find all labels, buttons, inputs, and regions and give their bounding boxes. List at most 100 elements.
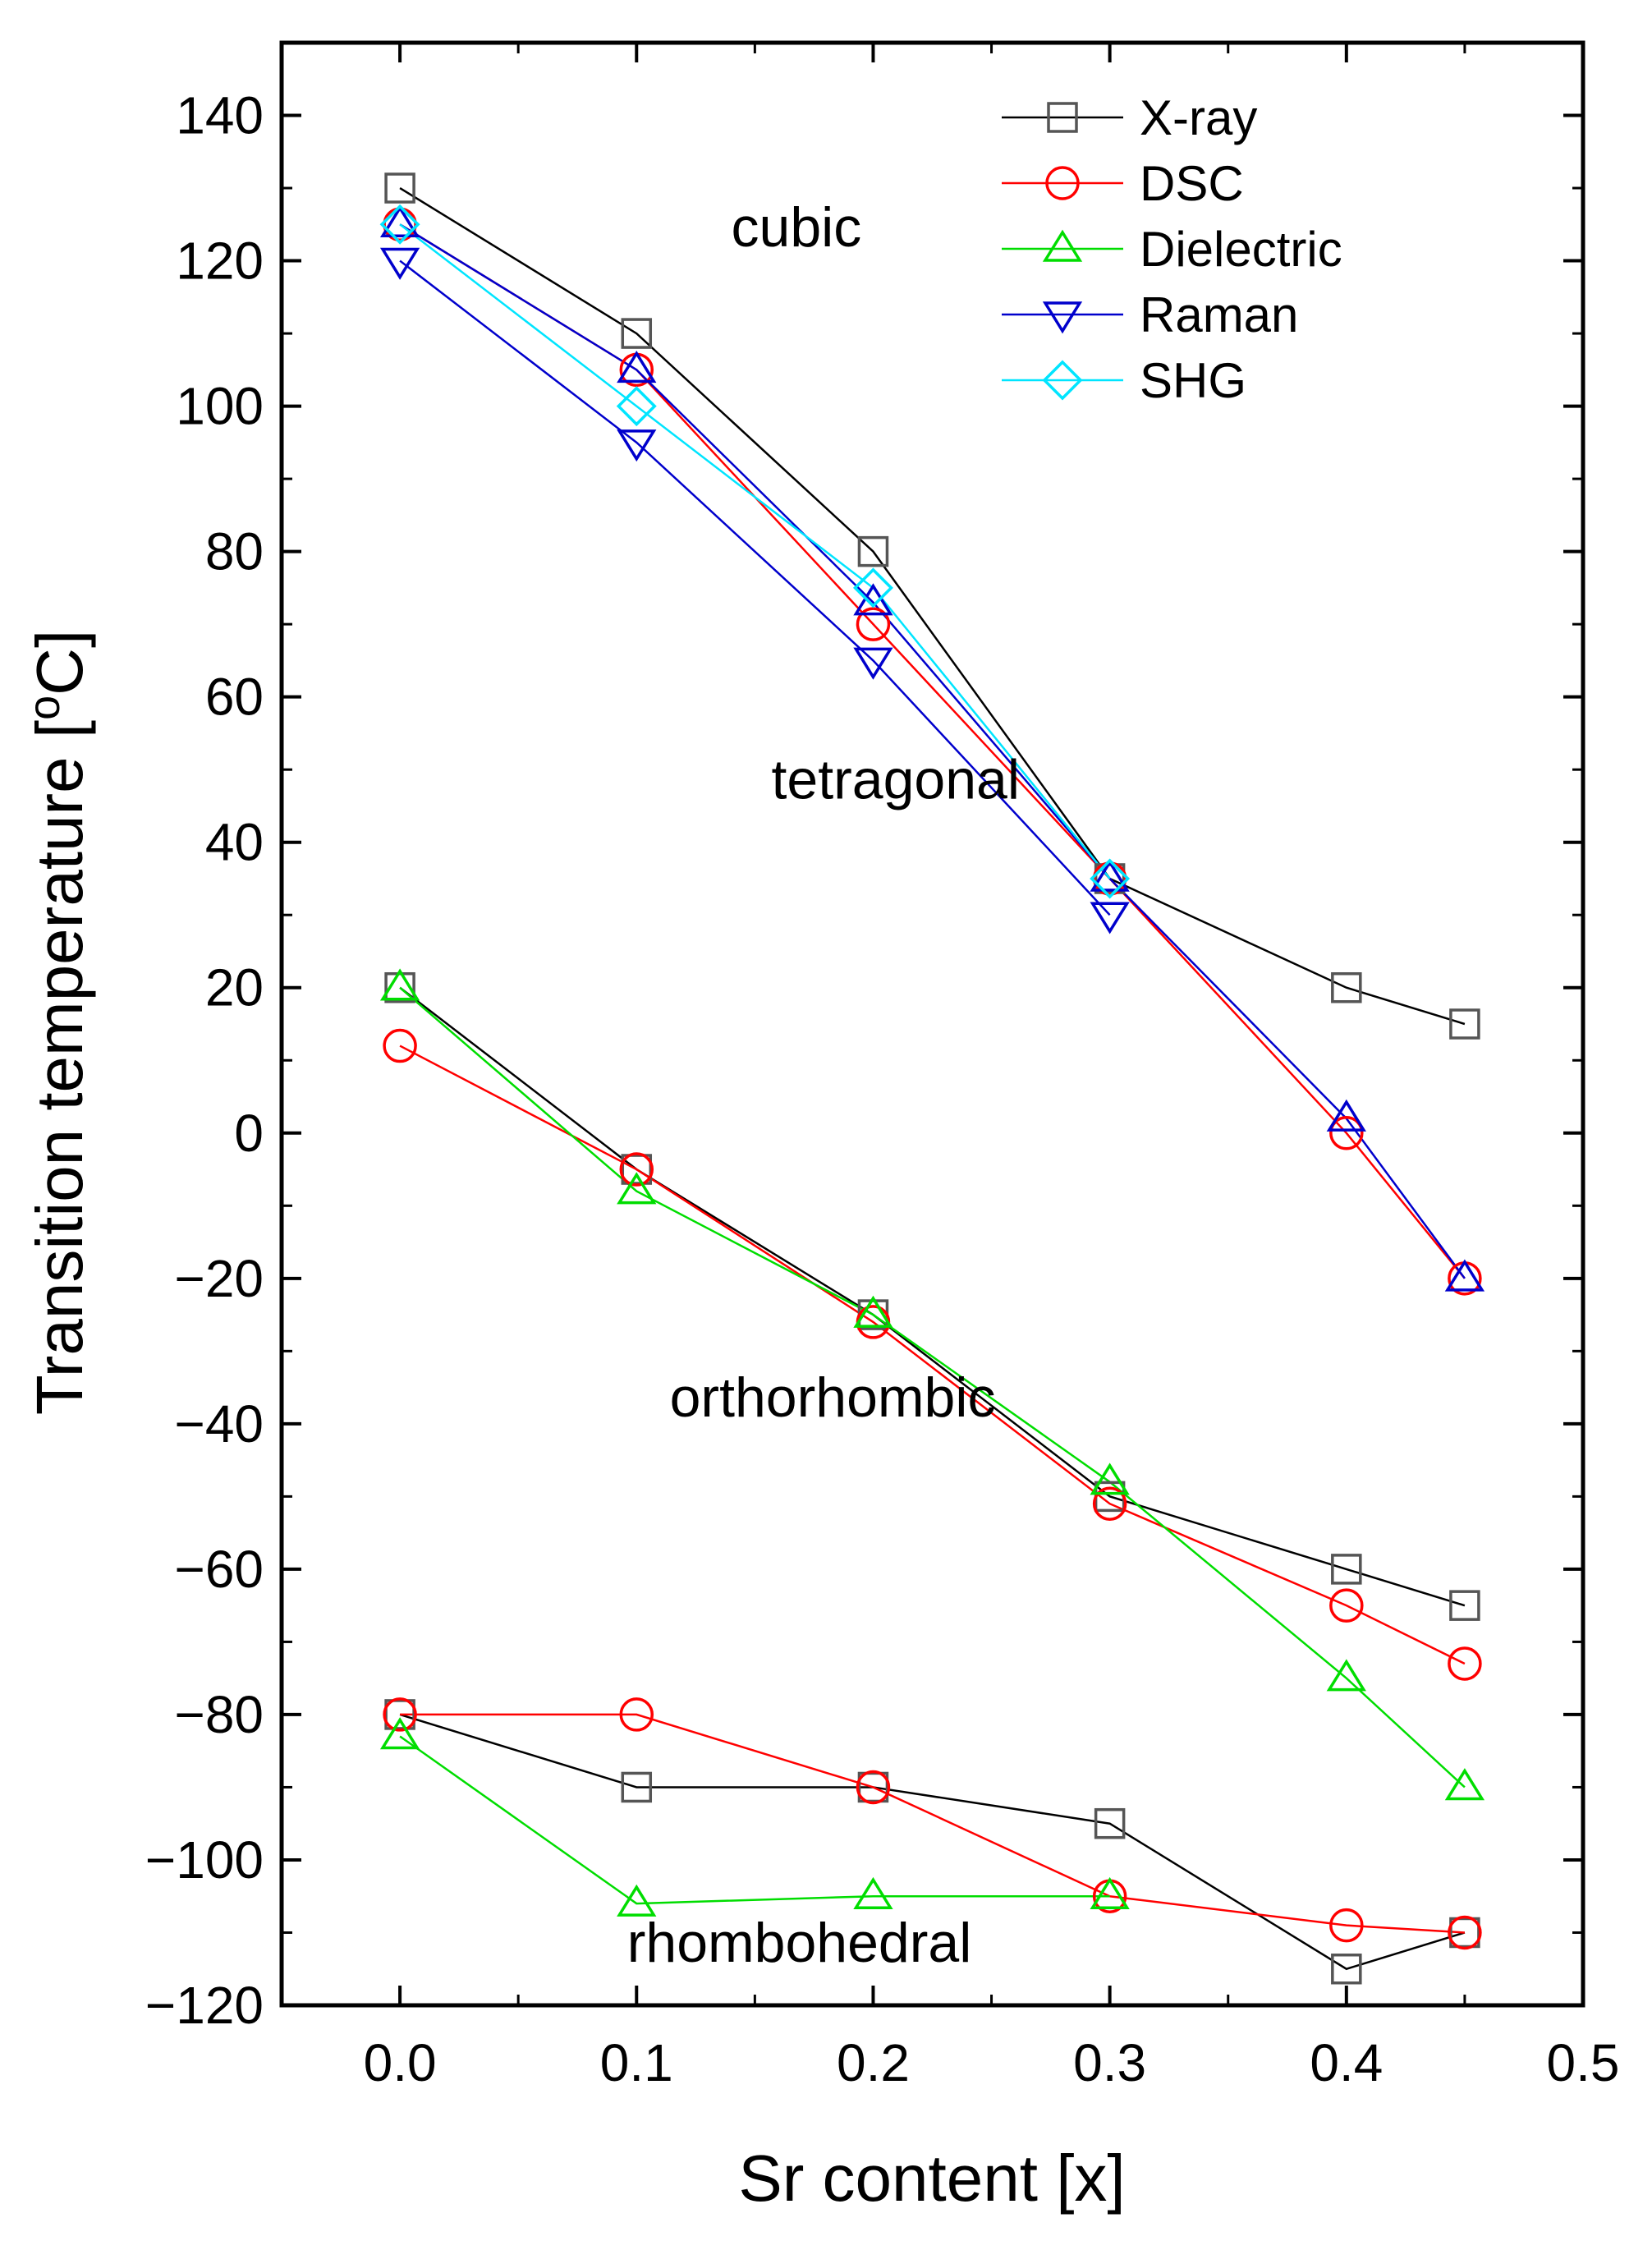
data-point-x-ray-1-6 (1449, 1008, 1480, 1040)
legend-marker-x-ray (1047, 102, 1078, 133)
legend-label-shg: SHG (1140, 353, 1246, 408)
y-axis-ticks: −120 −100 −80 −60 −40 −20 0 20 40 60 80 100 120 140 (145, 86, 1583, 2035)
data-point-shg-1-4 (1090, 858, 1131, 899)
data-point-dielectric-1-3 (853, 1295, 893, 1328)
data-point-dsc-2-2 (619, 1152, 654, 1187)
data-point-raman-2-4 (1090, 859, 1130, 892)
y-tick-label: 0 (234, 1104, 264, 1163)
data-point-raman-2-3 (853, 583, 893, 616)
region-labels: cubic tetragonal orthorhombic rhombohedral (627, 196, 1020, 1974)
data-point-dsc-2-6 (1448, 1646, 1482, 1681)
data-point-x-ray-3-3 (857, 1771, 889, 1803)
data-point-dsc-3-1 (383, 1697, 417, 1732)
data-point-raman-2-2 (617, 351, 657, 383)
y-tick-label: 80 (205, 522, 264, 581)
series-line-x-ray-2 (399, 986, 1466, 1607)
x-tick-label: 0.3 (1073, 2033, 1146, 2092)
data-point-shg-1-1 (379, 204, 420, 245)
x-axis-ticks: 0.0 0.1 0.2 0.3 0.4 0.5 (364, 43, 1619, 2092)
data-point-x-ray-3-6 (1449, 1917, 1480, 1949)
data-point-raman-1-4 (1090, 902, 1130, 934)
data-point-raman-1-3 (853, 647, 893, 680)
y-tick-label: −120 (145, 1976, 264, 2035)
data-point-dsc-2-5 (1329, 1588, 1364, 1623)
series-line-dielectric-1 (399, 986, 1466, 1789)
legend-marker-dielectric (1042, 229, 1083, 262)
y-axis-title-degree: o (20, 696, 69, 720)
data-point-dielectric-1-4 (1090, 1462, 1130, 1495)
series-line-raman-2 (399, 223, 1466, 1279)
y-tick-label: 100 (176, 377, 264, 436)
series-line-shg-1 (399, 223, 1111, 879)
x-tick-label: 0.4 (1310, 2033, 1383, 2092)
region-label-tetragonal: tetragonal (772, 749, 1020, 811)
data-point-dsc-2-1 (383, 1028, 417, 1063)
data-point-dielectric-1-2 (617, 1172, 657, 1205)
data-point-dsc-3-5 (1329, 1908, 1364, 1943)
y-tick-label: −40 (174, 1394, 264, 1453)
y-tick-label: −100 (145, 1830, 264, 1890)
x-tick-label: 0.1 (600, 2033, 673, 2092)
data-point-x-ray-1-2 (621, 318, 653, 349)
data-point-dielectric-2-4 (1090, 1876, 1130, 1909)
series-markers (379, 172, 1485, 1985)
data-point-dsc-3-6 (1448, 1915, 1482, 1950)
data-point-x-ray-3-5 (1331, 1953, 1362, 1985)
legend-label-dsc: DSC (1140, 156, 1244, 211)
x-tick-label: 0.2 (837, 2033, 910, 2092)
data-point-dielectric-2-3 (853, 1876, 893, 1909)
y-tick-label: 140 (176, 86, 264, 145)
data-point-x-ray-3-2 (621, 1771, 653, 1803)
legend: X-ray DSC Dielectric Raman SHG (1002, 90, 1342, 408)
data-point-dsc-1-5 (1329, 1116, 1364, 1150)
data-point-x-ray-3-1 (384, 1699, 415, 1730)
data-point-x-ray-1-5 (1331, 971, 1362, 1003)
data-point-x-ray-1-1 (384, 172, 415, 204)
data-point-dielectric-1-5 (1326, 1659, 1366, 1692)
y-tick-label: 40 (205, 813, 264, 872)
data-point-x-ray-3-4 (1094, 1807, 1126, 1839)
legend-label-x-ray: X-ray (1140, 90, 1257, 145)
data-point-dsc-2-4 (1092, 1486, 1127, 1521)
y-axis-title-main: Transition temperature [ (23, 720, 96, 1415)
series-line-x-ray-3 (399, 1713, 1466, 1971)
data-point-dielectric-1-1 (379, 968, 420, 1001)
data-point-dielectric-1-6 (1444, 1768, 1485, 1801)
legend-marker-shg (1042, 360, 1083, 401)
plot-frame (279, 40, 1585, 2008)
data-point-x-ray-2-5 (1331, 1554, 1362, 1585)
y-tick-label: −60 (174, 1540, 264, 1599)
data-point-dsc-1-3 (856, 607, 891, 641)
data-point-shg-1-3 (852, 567, 893, 608)
y-tick-label: −20 (174, 1249, 264, 1308)
legend-marker-raman (1042, 301, 1083, 334)
data-point-raman-2-5 (1326, 1099, 1366, 1132)
data-point-raman-1-2 (617, 429, 657, 462)
data-point-x-ray-1-3 (857, 535, 889, 567)
data-point-dielectric-2-2 (617, 1884, 657, 1917)
series-line-dsc-2 (399, 1045, 1466, 1665)
y-tick-label: 20 (205, 958, 264, 1017)
data-point-x-ray-2-6 (1449, 1590, 1480, 1621)
y-tick-label: 120 (176, 232, 264, 291)
series-line-x-ray-1 (399, 186, 1466, 1026)
data-point-x-ray-2-2 (621, 1154, 653, 1185)
data-point-dsc-3-2 (619, 1697, 654, 1732)
data-point-raman-2-6 (1444, 1259, 1485, 1292)
data-point-dielectric-2-1 (379, 1717, 420, 1750)
y-axis-title: Transition temperature [oC] (20, 630, 96, 1415)
legend-label-dielectric: Dielectric (1140, 222, 1342, 277)
series-lines (399, 186, 1466, 1971)
series-line-dielectric-2 (399, 1735, 1110, 1905)
y-tick-label: −80 (174, 1685, 264, 1744)
data-point-raman-2-1 (379, 204, 420, 238)
region-label-cubic: cubic (732, 196, 862, 259)
x-tick-label: 0.0 (364, 2033, 437, 2092)
series-line-dsc-3 (400, 1713, 1465, 1934)
data-point-raman-1-1 (379, 247, 420, 280)
data-point-dsc-3-3 (856, 1770, 891, 1805)
legend-label-raman: Raman (1140, 287, 1298, 342)
region-label-orthorhombic: orthorhombic (670, 1366, 996, 1429)
